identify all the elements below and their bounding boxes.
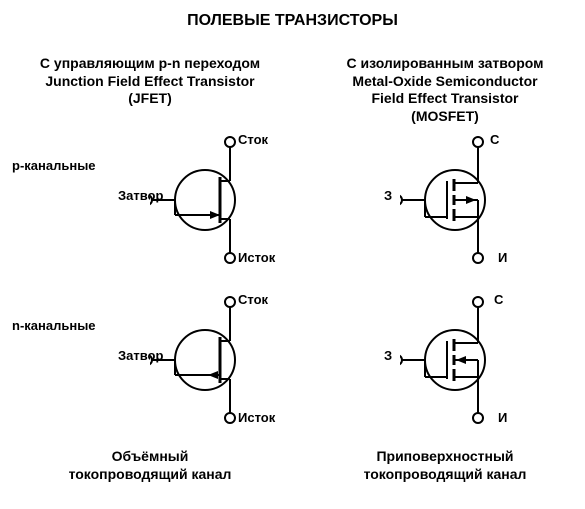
mosfet-p-symbol-icon	[400, 135, 530, 265]
jfet-footer-l1: Объёмный	[112, 448, 189, 464]
mosfet-heading-l4: (MOSFET)	[411, 108, 479, 124]
jfet-heading-l1: С управляющим p-n переходом	[40, 55, 260, 71]
jfet-footer-l2: токопроводящий канал	[69, 466, 232, 482]
mosfet-footer-l2: токопроводящий канал	[364, 466, 527, 482]
page: ПОЛЕВЫЕ ТРАНЗИСТОРЫ С управляющим p-n пе…	[0, 0, 585, 509]
mosfet-footer-l1: Приповерхностный	[376, 448, 513, 464]
mosfet-p-gate-label: З	[384, 188, 392, 203]
p-channel-label: p-канальные	[12, 158, 96, 173]
n-channel-label: n-канальные	[12, 318, 96, 333]
mosfet-n-gate-label: З	[384, 348, 392, 363]
jfet-footer: Объёмный токопроводящий канал	[0, 448, 300, 483]
mosfet-heading-l1: С изолированным затвором	[346, 55, 543, 71]
mosfet-heading-l2: Metal-Oxide Semiconductor	[352, 73, 537, 89]
jfet-p-symbol-icon	[150, 135, 280, 265]
page-title: ПОЛЕВЫЕ ТРАНЗИСТОРЫ	[0, 12, 585, 30]
mosfet-heading: С изолированным затвором Metal-Oxide Sem…	[305, 55, 585, 125]
mosfet-footer: Приповерхностный токопроводящий канал	[305, 448, 585, 483]
jfet-heading: С управляющим p-n переходом Junction Fie…	[0, 55, 300, 108]
jfet-n-symbol-icon	[150, 295, 280, 425]
jfet-heading-l2: Junction Field Effect Transistor	[45, 73, 254, 89]
mosfet-heading-l3: Field Effect Transistor	[371, 90, 518, 106]
jfet-heading-l3: (JFET)	[128, 90, 172, 106]
mosfet-n-symbol-icon	[400, 295, 530, 425]
